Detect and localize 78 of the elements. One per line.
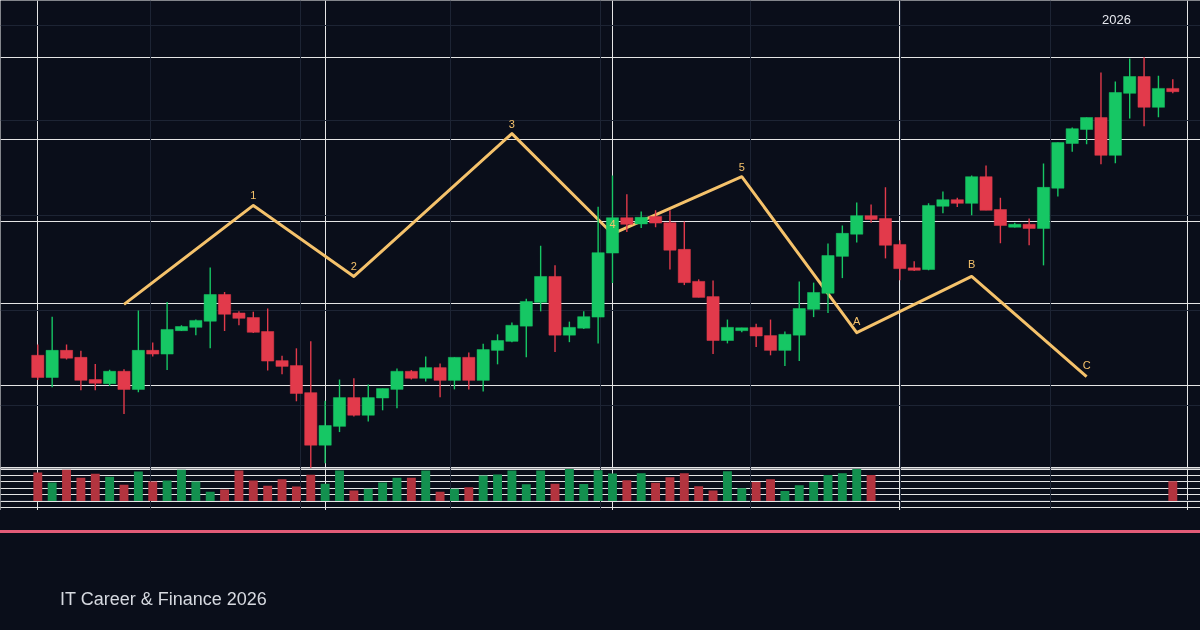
bar <box>837 473 847 501</box>
bar <box>809 482 819 501</box>
annotation: 1 <box>250 189 257 202</box>
bar <box>248 480 258 501</box>
bar <box>694 486 704 501</box>
bar <box>464 487 474 501</box>
candlestick <box>347 377 361 418</box>
bar <box>234 470 244 501</box>
annotation: 4 <box>609 217 616 230</box>
candlestick <box>448 356 461 391</box>
bar <box>579 484 589 501</box>
bar <box>665 477 675 501</box>
bar <box>105 476 115 501</box>
bar <box>378 482 388 501</box>
bar <box>493 474 502 501</box>
bar <box>90 473 100 501</box>
annotation: C <box>1082 358 1091 371</box>
bar <box>679 473 689 501</box>
bar <box>564 469 574 501</box>
bar <box>349 490 359 501</box>
bar <box>722 471 732 501</box>
bar <box>177 469 186 501</box>
bar <box>205 491 215 501</box>
annotation: A <box>853 314 862 327</box>
bar <box>162 480 172 501</box>
candlestick <box>1166 78 1180 95</box>
bar <box>708 490 718 501</box>
bar <box>651 482 661 501</box>
bar <box>521 484 531 501</box>
bar <box>220 489 230 501</box>
bar <box>47 482 57 501</box>
bar <box>823 475 833 501</box>
bar <box>866 475 876 501</box>
annotation: B <box>967 258 976 271</box>
bar <box>76 477 86 501</box>
bar <box>636 473 646 501</box>
bar <box>306 474 316 501</box>
bar <box>291 486 301 501</box>
bar <box>191 481 201 501</box>
bar <box>766 479 775 501</box>
bar <box>1168 481 1178 501</box>
bar <box>507 470 517 501</box>
bar <box>449 488 459 501</box>
annotation: 2 <box>350 260 357 273</box>
bar <box>737 488 747 501</box>
bar <box>406 477 416 501</box>
bar <box>320 483 330 501</box>
bar <box>421 470 431 501</box>
bar <box>62 469 71 501</box>
bar <box>263 485 273 501</box>
bar <box>536 470 546 501</box>
text: IT Career & Finance 2026 <box>60 588 267 610</box>
bar <box>751 482 761 501</box>
candlestick <box>1152 74 1165 118</box>
bar <box>435 491 445 501</box>
bar <box>593 470 603 501</box>
candlestick <box>462 351 476 391</box>
bar <box>780 491 790 501</box>
candlestick <box>433 362 447 398</box>
bar <box>133 471 143 501</box>
bar <box>794 485 804 501</box>
bar <box>363 488 373 501</box>
bar <box>622 480 632 501</box>
bar <box>277 479 287 501</box>
candlestick <box>419 355 433 383</box>
bar <box>335 470 344 501</box>
bar <box>852 469 862 501</box>
candlestick <box>1022 217 1036 246</box>
candlestick <box>31 343 45 381</box>
bar <box>33 472 43 501</box>
candlestick <box>117 368 131 415</box>
bar <box>608 473 617 501</box>
annotation: 5 <box>738 160 745 173</box>
bar <box>148 481 158 501</box>
candlestick <box>620 193 634 233</box>
annotation: 3 <box>508 117 515 130</box>
text: 2026 <box>1102 12 1131 27</box>
bar <box>478 475 488 501</box>
